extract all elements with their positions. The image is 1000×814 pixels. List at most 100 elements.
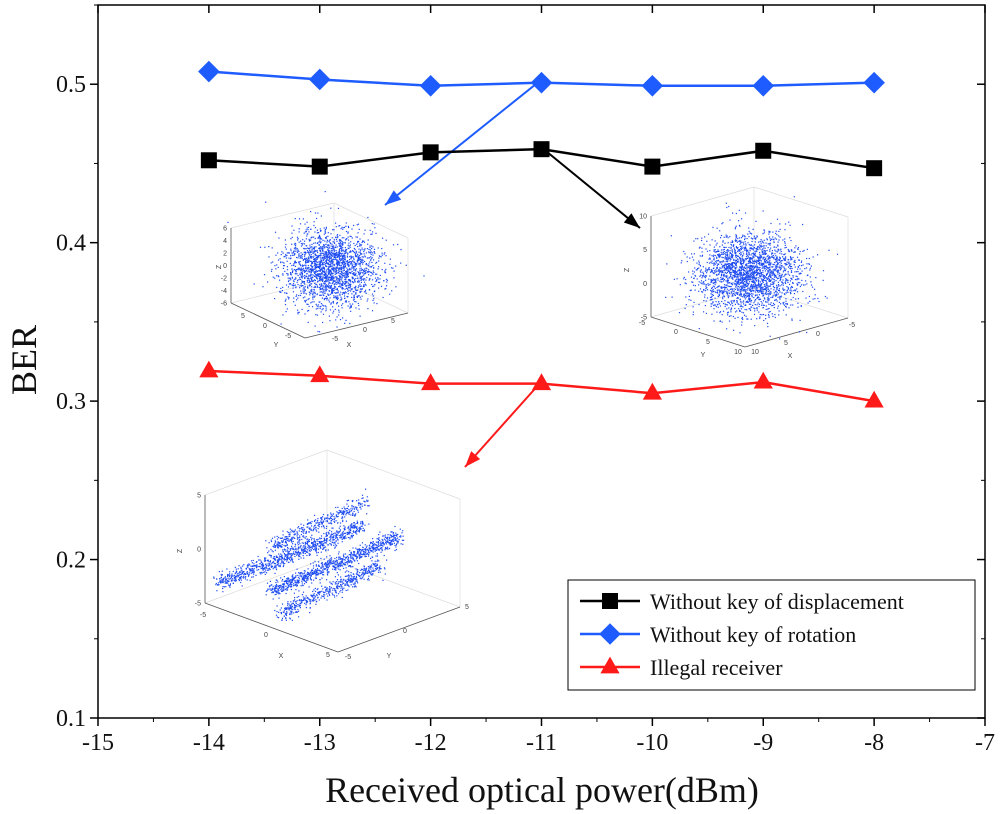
scatter-point	[749, 278, 751, 281]
scatter-point	[726, 254, 728, 256]
scatter-point	[358, 251, 360, 253]
scatter-point	[295, 262, 297, 264]
scatter-point	[733, 244, 735, 246]
scatter-point	[725, 304, 727, 306]
scatter-point	[335, 236, 337, 238]
scatter-point	[298, 228, 300, 230]
scatter-point	[340, 264, 342, 266]
scatter-point	[315, 276, 317, 278]
scatter-point	[779, 274, 781, 276]
scatter-point	[743, 295, 745, 297]
scatter-point	[723, 280, 725, 282]
scatter-point	[775, 260, 777, 262]
scatter-point	[704, 290, 707, 292]
scatter-point	[291, 264, 293, 267]
scatter-point	[736, 266, 738, 268]
scatter-point	[744, 246, 746, 248]
scatter-point	[354, 265, 356, 267]
scatter-point	[817, 254, 819, 256]
scatter-point	[339, 285, 341, 287]
scatter-point	[789, 280, 791, 282]
scatter-point	[335, 272, 338, 274]
scatter-point	[303, 281, 305, 283]
scatter-point	[325, 237, 327, 239]
scatter-point	[745, 292, 747, 294]
scatter-point	[374, 277, 377, 279]
scatter-point	[343, 269, 345, 271]
scatter-point	[741, 235, 744, 238]
scatter-point	[787, 271, 789, 273]
scatter-point	[338, 262, 340, 264]
scatter-point	[800, 261, 802, 263]
scatter-point	[295, 247, 297, 249]
scatter-point	[773, 283, 775, 285]
scatter-point	[341, 307, 343, 309]
scatter-point	[714, 255, 716, 257]
scatter-point	[339, 319, 342, 321]
scatter-point	[753, 290, 755, 292]
scatter-point	[286, 537, 288, 540]
scatter-point	[748, 270, 750, 272]
scatter-point	[310, 260, 312, 262]
scatter-point	[735, 286, 737, 288]
scatter-point	[324, 292, 326, 294]
scatter-point	[757, 302, 759, 304]
scatter-point	[757, 256, 759, 258]
scatter-point	[294, 248, 296, 250]
scatter-point	[320, 285, 322, 287]
scatter-point	[339, 261, 341, 263]
scatter-point	[353, 259, 355, 261]
scatter-point	[758, 256, 760, 259]
scatter-point	[365, 279, 367, 281]
scatter-point	[377, 278, 379, 280]
scatter-point	[770, 291, 772, 293]
scatter-point	[762, 307, 764, 309]
scatter-point	[743, 253, 745, 255]
scatter-point	[750, 299, 753, 301]
scatter-point	[757, 258, 759, 260]
scatter-point	[350, 280, 352, 282]
scatter-point	[300, 531, 303, 533]
scatter-point	[732, 269, 734, 271]
scatter-point	[804, 284, 806, 286]
scatter-point	[338, 314, 340, 316]
scatter-point	[713, 286, 715, 288]
scatter-point	[366, 300, 368, 302]
scatter-point	[828, 249, 830, 251]
scatter-point	[730, 271, 732, 274]
scatter-point	[739, 290, 741, 292]
scatter-point	[733, 262, 735, 264]
scatter-point	[333, 252, 335, 255]
scatter-point	[732, 254, 734, 256]
scatter-point	[786, 303, 788, 306]
scatter-point	[366, 248, 368, 250]
scatter-point	[325, 306, 327, 308]
scatter-point	[292, 291, 295, 293]
scatter-point	[292, 252, 294, 254]
scatter-point	[330, 302, 332, 304]
scatter-point	[268, 256, 270, 258]
scatter-point	[757, 257, 759, 259]
scatter-point	[725, 276, 727, 278]
scatter-point	[332, 527, 334, 529]
scatter-point	[724, 275, 726, 277]
scatter-point	[776, 276, 778, 278]
scatter-point	[314, 242, 317, 244]
scatter-point	[290, 273, 292, 275]
scatter-point	[327, 294, 330, 296]
scatter-point	[356, 224, 358, 226]
scatter-point	[362, 256, 364, 258]
scatter-point	[332, 252, 334, 254]
scatter-point	[349, 307, 351, 309]
scatter-point	[354, 248, 356, 251]
scatter-point	[327, 249, 329, 251]
scatter-point	[347, 231, 349, 233]
scatter-point	[332, 267, 334, 269]
scatter-point	[351, 261, 353, 263]
scatter-point	[709, 244, 711, 246]
scatter-point	[767, 261, 769, 263]
scatter-point	[286, 272, 288, 275]
scatter-point	[341, 267, 343, 269]
scatter-point	[381, 254, 383, 256]
scatter-point	[357, 511, 359, 513]
